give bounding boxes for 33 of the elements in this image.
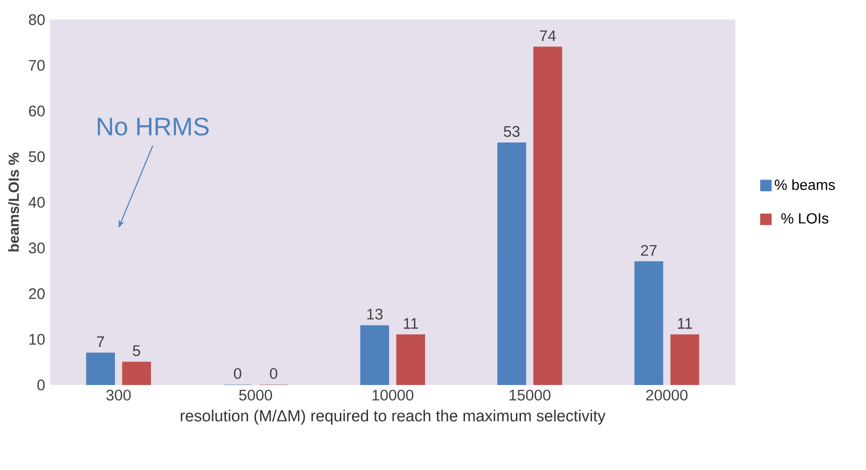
legend-label: % beams [774,179,835,190]
y-tick-label: 30 [28,242,45,254]
y-tick-label: 70 [29,60,45,71]
x-axis-title: resolution (M/ΔM) required to reach the maximum selectivity [180,410,606,425]
data-label: 7 [97,336,104,347]
bar [360,325,390,385]
data-label: 0 [270,368,278,379]
x-tick-label: 20000 [646,390,688,401]
bar [497,142,526,385]
y-tick-label: 60 [29,106,45,116]
x-tick-label: 300 [106,390,131,401]
y-tick-label: 20 [29,288,45,300]
y-tick-label: 50 [28,151,45,162]
data-label: 27 [641,244,657,256]
y-tick-label: 0 [37,380,45,390]
data-label: 11 [404,318,418,329]
y-axis-title: beams/LOIs % [8,152,20,252]
annotation: No HRMS [98,118,209,136]
y-tick-label: 10 [29,334,45,345]
legend-label: % LOIs [781,213,828,224]
data-label: 53 [504,126,520,137]
data-label: 0 [234,368,242,379]
data-label: 11 [678,318,692,329]
bar [86,352,115,385]
data-label: 74 [540,30,556,42]
x-tick-label: 10000 [372,390,414,401]
data-label: 13 [367,308,383,320]
x-tick-label: 5000 [239,390,272,401]
y-tick-label: 80 [28,14,45,26]
y-tick-label: 40 [28,196,45,208]
data-label: 5 [132,345,140,356]
bar [634,261,664,385]
x-tick-label: 15000 [510,390,550,401]
